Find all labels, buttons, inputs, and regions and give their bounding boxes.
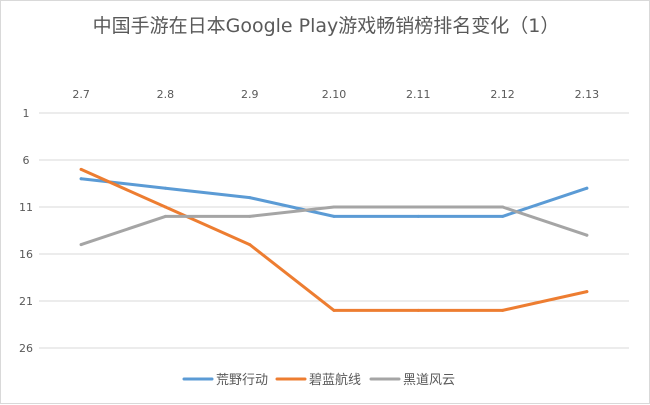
data-point bbox=[416, 308, 420, 312]
legend: 荒野行动 碧蓝航线 黑道风云 bbox=[182, 372, 455, 388]
series-lines bbox=[79, 167, 589, 312]
data-point bbox=[79, 243, 83, 247]
data-point bbox=[501, 308, 505, 312]
data-point bbox=[332, 205, 336, 209]
legend-label: 碧蓝航线 bbox=[309, 372, 361, 388]
data-point bbox=[248, 214, 252, 218]
y-tick-label: 21 bbox=[19, 295, 33, 308]
data-point bbox=[585, 290, 589, 294]
data-point bbox=[501, 214, 505, 218]
data-point bbox=[332, 214, 336, 218]
y-tick-label: 16 bbox=[19, 248, 33, 261]
y-tick-label: 26 bbox=[19, 342, 33, 355]
y-tick-label: 6 bbox=[23, 154, 30, 167]
x-tick-label: 2.9 bbox=[241, 88, 259, 101]
data-point bbox=[79, 177, 83, 181]
y-tick-label: 1 bbox=[23, 107, 30, 120]
chart-title: 中国手游在日本Google Play游戏畅销榜排名变化（1） bbox=[93, 15, 560, 37]
x-tick-label: 2.8 bbox=[157, 88, 175, 101]
data-point bbox=[163, 186, 167, 190]
data-point bbox=[248, 196, 252, 200]
data-point bbox=[163, 205, 167, 209]
series-line-2 bbox=[79, 167, 589, 312]
data-point bbox=[416, 205, 420, 209]
legend-label: 黑道风云 bbox=[403, 373, 455, 388]
data-point bbox=[79, 167, 83, 171]
data-point bbox=[248, 243, 252, 247]
y-tick-label: 11 bbox=[19, 201, 33, 214]
data-point bbox=[501, 205, 505, 209]
data-point bbox=[416, 214, 420, 218]
x-tick-label: 2.11 bbox=[406, 88, 431, 101]
x-tick-label: 2.12 bbox=[490, 88, 515, 101]
data-point bbox=[585, 186, 589, 190]
data-point bbox=[332, 308, 336, 312]
data-point bbox=[163, 214, 167, 218]
x-tick-label: 2.13 bbox=[575, 88, 600, 101]
legend-label: 荒野行动 bbox=[216, 373, 268, 388]
x-axis-tick-labels: 2.7 2.8 2.9 2.10 2.11 2.12 2.13 bbox=[72, 88, 599, 101]
x-tick-label: 2.7 bbox=[72, 88, 90, 101]
data-point bbox=[585, 233, 589, 237]
x-tick-label: 2.10 bbox=[322, 88, 347, 101]
